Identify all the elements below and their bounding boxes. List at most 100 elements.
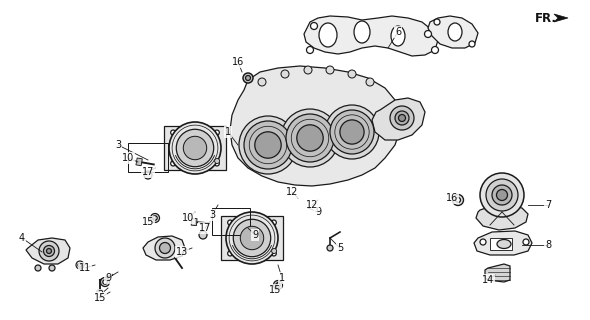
Polygon shape [221, 216, 283, 260]
Circle shape [424, 30, 431, 37]
Polygon shape [304, 16, 438, 56]
Text: 9: 9 [105, 273, 111, 283]
Polygon shape [554, 14, 568, 22]
Circle shape [244, 121, 292, 169]
Circle shape [243, 73, 253, 83]
Circle shape [214, 161, 219, 166]
Circle shape [453, 195, 464, 205]
Circle shape [286, 114, 334, 162]
Circle shape [469, 41, 475, 47]
Circle shape [455, 197, 461, 203]
Polygon shape [485, 264, 510, 282]
Circle shape [281, 70, 289, 78]
Circle shape [171, 161, 176, 166]
Circle shape [176, 129, 214, 167]
Text: 12: 12 [286, 187, 298, 197]
Polygon shape [136, 158, 142, 166]
Circle shape [49, 265, 55, 271]
Text: 8: 8 [545, 240, 551, 250]
Ellipse shape [497, 239, 511, 249]
Circle shape [97, 290, 103, 297]
Circle shape [297, 125, 323, 151]
Circle shape [327, 245, 333, 251]
Circle shape [276, 283, 280, 287]
Circle shape [281, 109, 339, 167]
Polygon shape [26, 238, 70, 264]
Circle shape [240, 226, 264, 250]
Text: 16: 16 [232, 57, 244, 67]
Circle shape [398, 115, 405, 122]
Circle shape [183, 136, 206, 160]
Polygon shape [476, 205, 528, 230]
Circle shape [325, 105, 379, 159]
Circle shape [153, 216, 157, 220]
Text: 12: 12 [306, 200, 318, 210]
Circle shape [434, 19, 440, 25]
Circle shape [228, 220, 232, 225]
Circle shape [39, 241, 59, 261]
Circle shape [480, 239, 486, 245]
Circle shape [78, 263, 82, 267]
Ellipse shape [448, 23, 462, 41]
Text: 3: 3 [115, 140, 121, 150]
Text: 4: 4 [19, 233, 25, 243]
Text: FR.: FR. [535, 12, 557, 25]
Circle shape [497, 189, 507, 201]
Circle shape [390, 106, 414, 130]
Text: 14: 14 [482, 275, 494, 285]
Ellipse shape [354, 21, 370, 43]
Circle shape [431, 46, 438, 53]
Text: 6: 6 [395, 27, 401, 37]
Circle shape [47, 249, 51, 253]
Circle shape [366, 78, 374, 86]
Circle shape [159, 243, 171, 253]
Text: 1: 1 [225, 127, 231, 137]
Text: 9: 9 [252, 230, 258, 240]
Circle shape [233, 219, 271, 257]
Circle shape [255, 132, 281, 158]
Circle shape [171, 130, 176, 135]
Circle shape [214, 130, 219, 135]
Circle shape [215, 158, 219, 164]
Ellipse shape [319, 23, 337, 47]
Text: 7: 7 [545, 200, 551, 210]
Text: 15: 15 [142, 217, 154, 227]
Circle shape [103, 280, 107, 284]
Circle shape [271, 251, 276, 256]
Polygon shape [164, 126, 226, 170]
Circle shape [306, 46, 313, 53]
Circle shape [486, 179, 518, 211]
Circle shape [228, 251, 232, 256]
Text: 11: 11 [79, 263, 91, 273]
Circle shape [150, 213, 159, 222]
Polygon shape [230, 66, 400, 186]
Circle shape [310, 22, 317, 29]
Circle shape [271, 249, 277, 253]
Circle shape [348, 70, 356, 78]
Circle shape [199, 231, 207, 239]
Circle shape [480, 173, 524, 217]
Polygon shape [191, 218, 197, 226]
Circle shape [44, 245, 54, 257]
Text: 10: 10 [182, 213, 194, 223]
Text: 17: 17 [142, 167, 154, 177]
Circle shape [76, 261, 84, 269]
Ellipse shape [391, 26, 405, 46]
Circle shape [35, 265, 41, 271]
Circle shape [304, 66, 312, 74]
Text: 5: 5 [337, 243, 343, 253]
Polygon shape [372, 98, 425, 140]
Circle shape [492, 185, 512, 205]
Circle shape [523, 239, 529, 245]
Circle shape [326, 66, 334, 74]
Text: 9: 9 [315, 207, 321, 217]
Circle shape [144, 171, 152, 179]
Polygon shape [474, 231, 532, 255]
Text: 13: 13 [176, 247, 188, 257]
Text: 3: 3 [209, 210, 215, 220]
Text: 15: 15 [269, 285, 281, 295]
Text: 17: 17 [199, 223, 211, 233]
Circle shape [330, 110, 374, 154]
Polygon shape [143, 236, 185, 260]
Text: 16: 16 [446, 193, 458, 203]
